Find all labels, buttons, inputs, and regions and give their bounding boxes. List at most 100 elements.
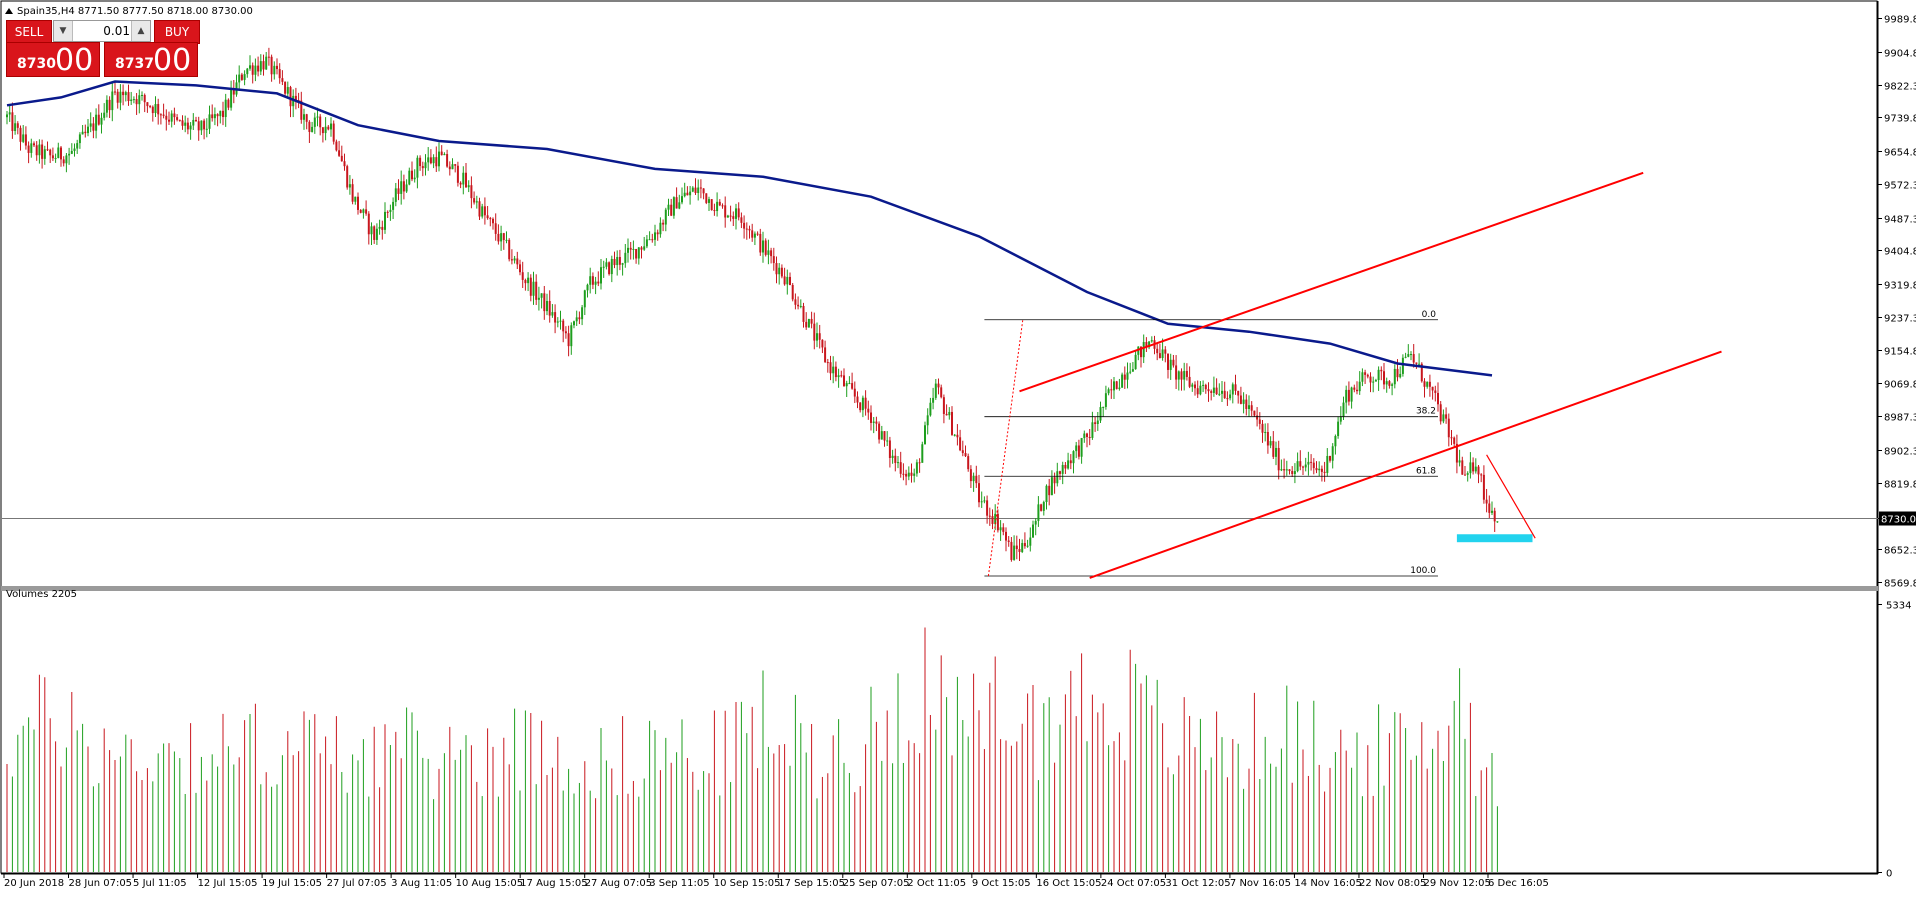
candle-body: [813, 323, 816, 341]
candle-body: [262, 61, 265, 70]
candle-body: [127, 92, 130, 101]
candle-body: [1167, 353, 1169, 370]
candle-body: [1383, 371, 1385, 385]
candle-body: [1121, 374, 1124, 388]
candle-body: [980, 501, 983, 503]
candle-body: [1293, 471, 1296, 475]
candle-body: [762, 240, 764, 253]
candle-body: [200, 120, 203, 131]
candle-body: [392, 201, 395, 210]
price-tick-label: 8819.80: [1884, 480, 1916, 491]
candle-body: [783, 276, 786, 285]
buy-price-button[interactable]: 8737 00: [104, 42, 198, 78]
candle-body: [251, 65, 254, 75]
candle-body: [1053, 477, 1056, 484]
candle-body: [276, 65, 278, 70]
candle-body: [597, 281, 600, 284]
candle-body: [19, 127, 22, 142]
candle-body: [1194, 384, 1196, 389]
candle-body: [591, 276, 594, 285]
time-tick-label: 17 Sep 15:05: [778, 878, 845, 889]
projection-line[interactable]: [1486, 454, 1536, 539]
candle-body: [211, 114, 214, 119]
candle-body: [1296, 461, 1299, 472]
candle-body: [316, 116, 319, 118]
channel-upper-line[interactable]: [1019, 171, 1644, 393]
candle-body: [654, 232, 656, 240]
candle-body: [1113, 381, 1115, 391]
candle-body: [1428, 381, 1431, 387]
time-tick-label: 10 Aug 15:05: [456, 878, 523, 889]
candle-body: [381, 226, 384, 230]
lot-input[interactable]: [74, 21, 132, 41]
candle-body: [1231, 384, 1234, 395]
candle-body: [346, 166, 349, 188]
time-tick-label: 7 Nov 16:05: [1230, 878, 1291, 889]
price-tick-label: 9904.80: [1884, 49, 1916, 60]
buy-button[interactable]: BUY: [154, 20, 200, 44]
candle-body: [1237, 390, 1240, 396]
candle-body: [267, 56, 270, 58]
candle-body: [1086, 433, 1088, 437]
sell-button[interactable]: SELL: [6, 20, 52, 44]
candle-body: [165, 115, 168, 120]
candle-body: [537, 297, 540, 300]
lot-increase-icon[interactable]: ▲: [131, 21, 150, 41]
time-tick-label: 16 Oct 15:05: [1036, 878, 1101, 889]
candle-body: [969, 469, 972, 482]
candle-body: [462, 172, 465, 185]
lot-size-field[interactable]: ▼ ▲: [53, 20, 151, 42]
candle-body: [1450, 437, 1453, 439]
lot-decrease-icon[interactable]: ▼: [54, 21, 73, 41]
sell-price-button[interactable]: 8730 00: [6, 42, 100, 78]
time-tick-label: 25 Sep 07:05: [843, 878, 910, 889]
candle-body: [1329, 455, 1331, 461]
candle-body: [1431, 386, 1434, 391]
candle-body: [967, 456, 970, 470]
candle-body: [986, 500, 989, 516]
subwindow-separator: [1, 586, 1878, 591]
candle-body: [1175, 365, 1178, 380]
candle-body: [438, 151, 440, 167]
candle-body: [124, 92, 127, 96]
candle-body: [1361, 372, 1364, 382]
candle-body: [343, 161, 346, 167]
candle-body: [500, 233, 503, 242]
candle-body: [1207, 389, 1210, 392]
candle-body: [548, 301, 551, 316]
symbol-header: Spain35,H4 8771.50 8777.50 8718.00 8730.…: [17, 6, 253, 17]
candle-body: [1158, 353, 1161, 358]
candle-body: [1396, 368, 1399, 378]
candle-body: [1040, 504, 1043, 511]
candle-body: [535, 281, 538, 300]
candle-body: [216, 114, 219, 117]
volume-title: Volumes 2205: [6, 589, 77, 600]
time-tick-label: 27 Jul 07:05: [327, 878, 387, 889]
moving-average-line[interactable]: [6, 80, 1493, 377]
candle-body: [227, 99, 230, 108]
candle-body: [861, 397, 864, 411]
candle-body: [1180, 371, 1183, 380]
candle-body: [581, 307, 584, 320]
candle-body: [775, 263, 778, 275]
candle-body: [270, 56, 273, 75]
channel-lower-line[interactable]: [1089, 350, 1722, 579]
candle-body: [327, 126, 330, 130]
candle-body: [273, 65, 276, 75]
candle-body: [1102, 406, 1105, 408]
candle-body: [1045, 485, 1048, 503]
candle-body: [699, 187, 702, 189]
candle-body: [956, 434, 959, 438]
candle-body: [659, 222, 662, 235]
candle-body: [294, 95, 297, 101]
candle-body: [1275, 447, 1277, 457]
target-zone-box[interactable]: [1456, 534, 1533, 543]
candle-body: [95, 114, 98, 131]
fib-trendline[interactable]: [987, 319, 1024, 577]
candle-body: [637, 247, 640, 259]
candle-body: [975, 475, 978, 484]
candle-body: [1023, 543, 1026, 547]
candle-body: [1482, 474, 1485, 500]
candle-body: [313, 117, 316, 127]
